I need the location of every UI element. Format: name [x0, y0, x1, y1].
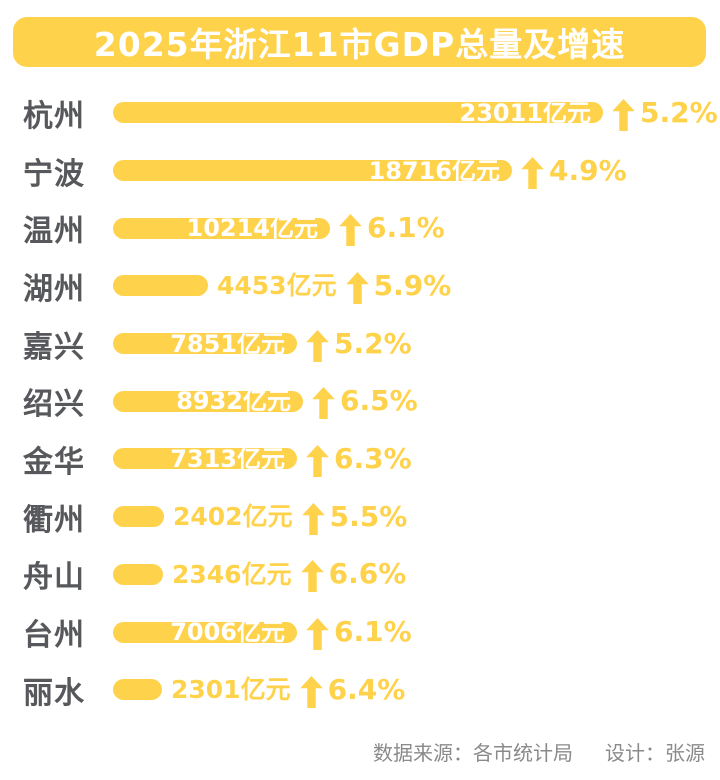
designer-credit: 设计：张源	[605, 741, 705, 765]
gdp-value-label-inside: 7851亿元	[170, 329, 285, 358]
gdp-value-label-outside: 2301亿元	[171, 675, 291, 705]
city-label: 宁波	[23, 156, 85, 192]
gdp-bar: 18716亿元	[113, 156, 512, 185]
growth-rate-label: 5.9%	[373, 268, 452, 302]
page-title: 2025年浙江11市GDP总量及增速	[93, 25, 626, 64]
growth-rate-label: 6.4%	[327, 672, 406, 706]
bar-row: 杭州 23011亿元 5.2%	[0, 84, 720, 142]
growth-rate-label: 6.1%	[334, 615, 412, 649]
growth-rate-label: 5.2%	[640, 95, 718, 129]
city-label: 衢州	[23, 502, 85, 538]
up-arrow-icon	[300, 560, 324, 593]
gdp-value-label-outside: 2346亿元	[172, 559, 292, 589]
gdp-bar	[113, 275, 208, 297]
growth-rate-label: 5.2%	[334, 326, 412, 360]
bar-row: 金华 7313亿元 6.3%	[0, 430, 720, 488]
gdp-value-label-outside: 4453亿元	[217, 271, 337, 301]
city-label: 舟山	[23, 560, 85, 596]
city-label: 金华	[23, 444, 85, 480]
up-arrow-icon	[301, 502, 325, 535]
gdp-bar: 10214亿元	[113, 214, 330, 243]
city-label: 湖州	[23, 271, 85, 307]
bar-rows: 杭州 23011亿元 5.2% 宁波 18716亿元 4.9% 温州 10214…	[0, 84, 720, 719]
city-label: 丽水	[23, 675, 85, 711]
bar-row: 绍兴 8932亿元 6.5%	[0, 372, 720, 430]
growth-rate-label: 5.5%	[329, 499, 408, 533]
gdp-bar: 7851亿元	[113, 329, 297, 358]
gdp-bar: 23011亿元	[113, 98, 603, 127]
gdp-value-label-inside: 10214亿元	[186, 214, 319, 243]
gdp-bar: 7313亿元	[113, 444, 297, 473]
gdp-bar	[113, 563, 163, 585]
up-arrow-icon	[299, 675, 323, 708]
growth-rate-label: 6.3%	[334, 441, 412, 475]
city-label: 嘉兴	[23, 329, 85, 365]
title-banner: 2025年浙江11市GDP总量及增速	[13, 17, 706, 67]
city-label: 杭州	[23, 98, 85, 134]
bar-row: 台州 7006亿元 6.1%	[0, 603, 720, 661]
bar-row: 温州 10214亿元 6.1%	[0, 199, 720, 257]
growth-rate-label: 6.6%	[328, 557, 407, 591]
gdp-bar: 8932亿元	[113, 387, 303, 416]
gdp-value-label-inside: 8932亿元	[176, 387, 291, 416]
bar-row: 嘉兴 7851亿元 5.2%	[0, 315, 720, 373]
data-source-credit: 数据来源：各市统计局	[373, 741, 573, 765]
bar-row: 湖州 4453亿元 5.9%	[0, 257, 720, 315]
up-arrow-icon	[306, 329, 329, 362]
up-arrow-icon	[339, 214, 362, 247]
up-arrow-icon	[312, 387, 335, 420]
gdp-bar	[113, 679, 162, 701]
bar-row: 宁波 18716亿元 4.9%	[0, 142, 720, 200]
gdp-value-label-inside: 7313亿元	[170, 444, 285, 473]
city-label: 温州	[23, 214, 85, 250]
city-label: 绍兴	[23, 387, 85, 423]
up-arrow-icon	[612, 98, 635, 131]
up-arrow-icon	[306, 444, 329, 477]
up-arrow-icon	[306, 618, 329, 651]
gdp-bar: 7006亿元	[113, 618, 297, 647]
gdp-value-label-inside: 23011亿元	[459, 98, 592, 127]
growth-rate-label: 6.5%	[340, 384, 418, 418]
footer-credits: 数据来源：各市统计局 设计：张源	[373, 737, 705, 766]
bar-row: 丽水 2301亿元 6.4%	[0, 661, 720, 719]
city-label: 台州	[23, 618, 85, 654]
growth-rate-label: 6.1%	[367, 211, 445, 245]
up-arrow-icon	[345, 271, 369, 304]
bar-row: 衢州 2402亿元 5.5%	[0, 488, 720, 546]
bar-row: 舟山 2346亿元 6.6%	[0, 546, 720, 604]
growth-rate-label: 4.9%	[549, 153, 627, 187]
gdp-value-label-inside: 18716亿元	[368, 156, 501, 185]
up-arrow-icon	[521, 156, 544, 189]
gdp-value-label-inside: 7006亿元	[170, 618, 285, 647]
gdp-bar	[113, 506, 164, 528]
gdp-value-label-outside: 2402亿元	[173, 502, 293, 532]
